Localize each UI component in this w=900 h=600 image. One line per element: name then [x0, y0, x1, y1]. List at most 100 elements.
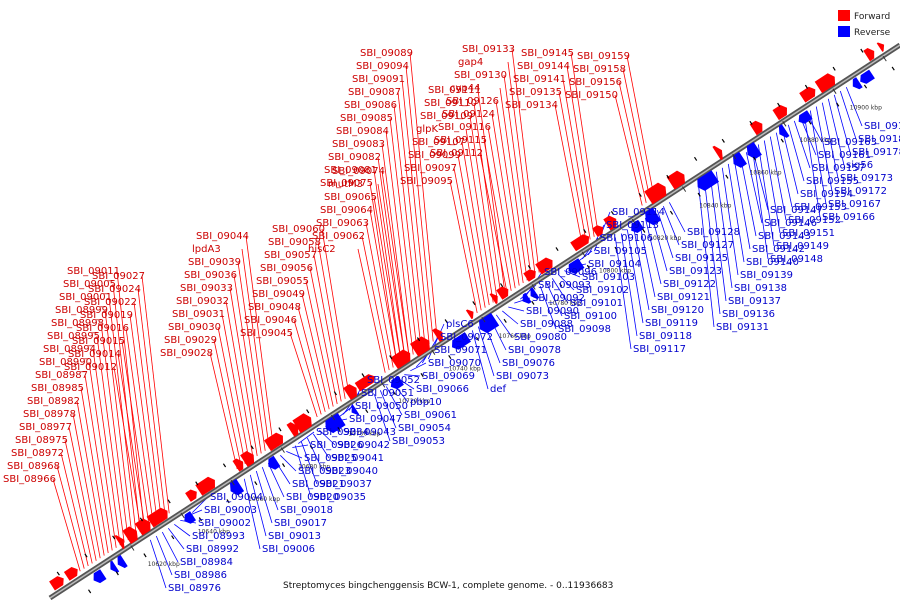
forward-gene-label: SBI_09126	[446, 96, 499, 107]
forward-callout-line	[217, 326, 246, 464]
backbone-marker	[420, 372, 424, 378]
axis-tick-label: 10820 kbp	[649, 235, 681, 242]
backbone-marker	[697, 192, 701, 197]
forward-gene-label: SBI_09115	[434, 135, 487, 146]
reverse-gene-label: SBI_08986	[174, 570, 227, 581]
reverse-callout-line	[564, 270, 581, 278]
reverse-callout-line	[833, 94, 851, 153]
reverse-gene-label: SBI_09043	[343, 427, 396, 438]
forward-gene-label: SBI_09005	[63, 279, 116, 290]
reverse-callout-line	[638, 221, 656, 298]
reverse-callout-line	[551, 278, 569, 304]
reverse-gene-label: SBI_09121	[657, 292, 710, 303]
forward-gene-label: SBI_09081	[324, 165, 377, 176]
forward-gene-label: SBI_08977	[19, 422, 72, 433]
axis-tick-label: 10680 kbp	[298, 463, 330, 470]
reverse-callout-line	[799, 116, 817, 156]
reverse-gene-label: SBI_09157	[812, 163, 865, 174]
reverse-callout-line	[769, 136, 787, 221]
reverse-gene-label: SBI_09163	[824, 137, 877, 148]
backbone-marker	[281, 463, 286, 468]
forward-gene-label: SBI_09111	[428, 85, 481, 96]
forward-gene-label: SBI_09156	[569, 77, 622, 88]
reverse-gene-49	[778, 124, 790, 138]
forward-gene-label: SBI_09048	[248, 302, 301, 313]
reverse-callout-line	[155, 535, 173, 576]
reverse-callout-line	[319, 429, 336, 446]
axis-tick-label: 10800 kbp	[599, 268, 631, 275]
forward-gene-label: SBI_09062	[312, 231, 365, 242]
backbone-marker	[198, 517, 203, 522]
reverse-callout-line	[668, 202, 686, 233]
reverse-gene-label: SBI_09173	[840, 173, 893, 184]
forward-callout-line	[297, 306, 326, 412]
forward-gene-label: glpK	[416, 124, 438, 135]
forward-gene-label: SBI_09145	[521, 48, 574, 59]
forward-gene-label: SBI_09095	[400, 176, 453, 187]
reverse-gene-label: SBI_09026	[310, 440, 363, 451]
backbone-marker	[586, 264, 590, 269]
forward-gene-label: SBI_09107	[412, 137, 465, 148]
reverse-callout-line	[745, 152, 763, 224]
reverse-gene-label: SBI_09071	[434, 345, 487, 356]
forward-gene-label: SBI_09074	[332, 166, 385, 177]
backbone-marker	[392, 391, 396, 396]
reverse-callout-line	[697, 183, 715, 328]
forward-gene-label: SBI_09015	[72, 336, 125, 347]
backbone-marker	[527, 265, 531, 270]
reverse-callout-line	[471, 330, 489, 390]
forward-callout-line	[233, 274, 262, 454]
forward-gene-label: SBI_09019	[80, 310, 133, 321]
forward-gene-label: SBI_09055	[256, 276, 309, 287]
gene-arrows	[49, 42, 895, 594]
reverse-gene-label: sig56	[846, 160, 873, 171]
reverse-gene-label: pbp10	[410, 397, 442, 408]
forward-gene-label: SBI_08999	[55, 305, 108, 316]
reverse-gene-label: SBI_09040	[325, 466, 378, 477]
reverse-gene-label: SBI_09149	[776, 241, 829, 252]
reverse-callout-line	[775, 132, 793, 208]
reverse-gene-label: SBI_09178	[852, 147, 900, 158]
backbone-marker	[836, 102, 840, 107]
reverse-gene-label: SBI_09076	[502, 358, 555, 369]
forward-gene-label: SBI_09011	[67, 266, 120, 277]
forward-callout-line	[60, 452, 89, 567]
reverse-callout-line	[809, 110, 827, 205]
forward-gene-label: SBI_09116	[438, 122, 491, 133]
forward-gene-label: SBI_09024	[88, 284, 141, 295]
reverse-gene-label: SBI_09151	[782, 228, 835, 239]
reverse-callout-line	[827, 98, 845, 166]
backbone-marker	[583, 228, 587, 234]
backbone-marker	[891, 66, 895, 71]
forward-gene-48	[749, 120, 763, 136]
forward-gene-label: SBI_09027	[92, 271, 145, 282]
forward-callout-line	[229, 287, 258, 457]
forward-gene-label: SBI_09044	[196, 231, 249, 242]
reverse-gene-label: SBI_08976	[168, 583, 221, 594]
reverse-gene-15	[268, 455, 281, 470]
backbone-marker	[361, 373, 365, 378]
forward-callout-line	[80, 387, 109, 554]
backbone-marker	[475, 336, 480, 341]
reverse-callout-line	[161, 531, 179, 563]
callout-lines	[52, 48, 863, 589]
forward-callout-line	[566, 65, 595, 237]
axis-tick-label: 10620 kbp	[148, 561, 180, 568]
reverse-gene-36	[568, 258, 585, 274]
forward-callout-line	[385, 130, 414, 355]
forward-callout-line	[121, 340, 150, 527]
forward-gene-label: SBI_09031	[172, 309, 225, 320]
forward-callout-line	[52, 478, 81, 572]
reverse-callout-line	[656, 209, 674, 259]
reverse-callout-line	[508, 306, 525, 312]
backbone-marker	[389, 355, 393, 360]
forward-gene-0	[49, 576, 64, 591]
reverse-gene-label: SBI_09104	[588, 259, 641, 270]
reverse-callout-line	[793, 120, 811, 169]
forward-gene-label: SBI_09133	[462, 44, 515, 55]
reverse-gene-20	[351, 404, 360, 416]
forward-gene-1	[63, 567, 78, 581]
forward-callout-line	[361, 235, 390, 371]
forward-callout-line	[64, 439, 93, 564]
reverse-gene-46	[733, 151, 747, 168]
